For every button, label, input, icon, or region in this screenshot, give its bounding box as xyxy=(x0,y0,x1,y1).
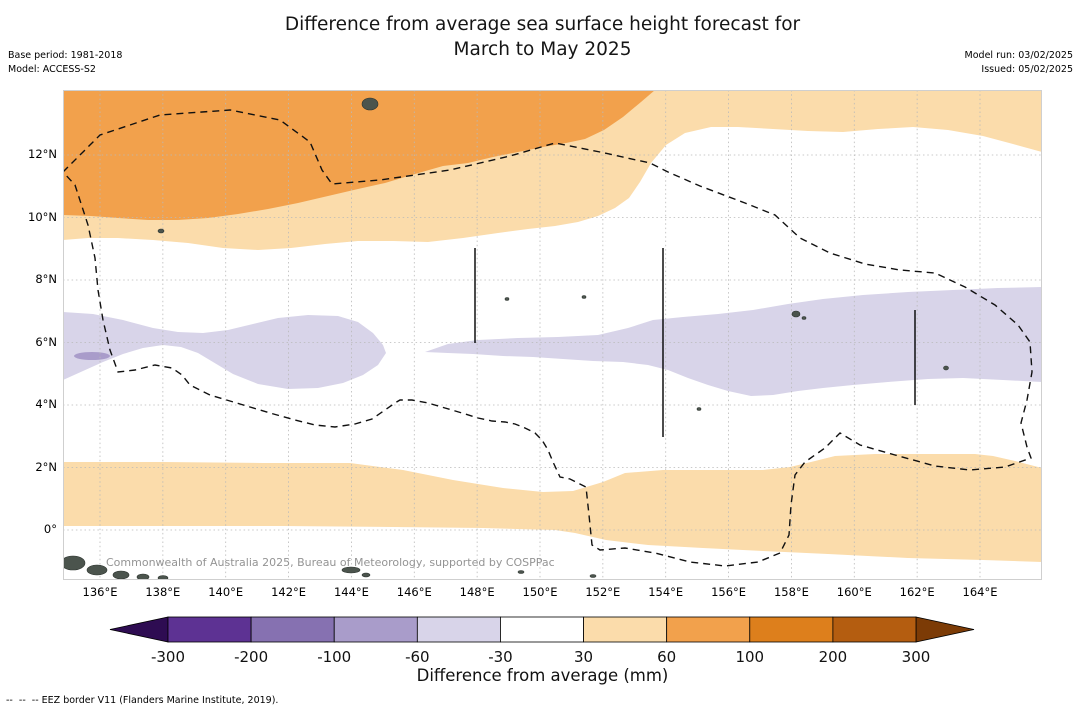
x-tick-label: 158°E xyxy=(773,585,809,599)
eez-border-line xyxy=(63,109,1033,567)
island xyxy=(112,570,130,580)
island xyxy=(136,573,150,580)
island xyxy=(341,566,361,574)
model-info: Base period: 1981-2018 Model: ACCESS-S2 xyxy=(8,49,122,77)
y-tick-label: 10°N xyxy=(28,209,57,224)
page-title-period: March to May 2025 xyxy=(453,39,632,60)
island xyxy=(801,316,807,320)
island xyxy=(581,295,587,299)
island xyxy=(517,570,525,574)
sea-surface-height-map xyxy=(63,90,1042,580)
island xyxy=(63,555,86,571)
colorbar-segment xyxy=(583,616,668,643)
colorbar-segment xyxy=(333,616,418,643)
colorbar-segment xyxy=(832,616,917,643)
island xyxy=(943,365,949,371)
x-tick-label: 162°E xyxy=(899,585,935,599)
base-period-label: Base period: 1981-2018 xyxy=(8,50,123,61)
island xyxy=(696,407,702,411)
x-tick-label: 144°E xyxy=(333,585,369,599)
colorbar-segment xyxy=(250,616,335,643)
x-tick-label: 142°E xyxy=(271,585,307,599)
colorbar-tick-label: -100 xyxy=(317,648,351,666)
island xyxy=(791,310,801,318)
x-tick-label: 136°E xyxy=(82,585,118,599)
ssh-anomaly-minus60-30-west-band xyxy=(63,312,386,389)
copyright-watermark: Commonwealth of Australia 2025, Bureau o… xyxy=(106,556,555,569)
colorbar-tick-label: -200 xyxy=(234,648,268,666)
x-tick-label: 160°E xyxy=(836,585,872,599)
colorbar-segment xyxy=(749,616,834,643)
ssh-anomaly-plus60-100-northwest xyxy=(63,90,655,220)
eez-border-legend: -- -- -- EEZ border V11 (Flanders Marine… xyxy=(6,695,279,706)
colorbar-segment xyxy=(416,616,501,643)
x-tick-label: 138°E xyxy=(145,585,181,599)
colorbar-tick-label: -30 xyxy=(488,648,513,666)
colorbar-tick-label: 30 xyxy=(574,648,593,666)
island xyxy=(589,574,597,578)
colorbar-tick-label: 300 xyxy=(902,648,931,666)
island xyxy=(504,297,510,301)
x-tick-label: 154°E xyxy=(648,585,684,599)
ssh-anomaly-plus30-60-south xyxy=(63,454,1042,562)
model-label: Model: ACCESS-S2 xyxy=(8,64,96,75)
colorbar-segment xyxy=(666,616,751,643)
y-tick-label: 6°N xyxy=(35,334,57,349)
x-tick-label: 164°E xyxy=(962,585,998,599)
x-tick-label: 146°E xyxy=(396,585,432,599)
run-info: Model run: 03/02/2025 Issued: 05/02/2025 xyxy=(965,49,1073,77)
ssh-anomaly-minus60-30-east-band xyxy=(425,287,1042,396)
x-tick-label: 140°E xyxy=(208,585,244,599)
model-run-label: Model run: 03/02/2025 xyxy=(964,50,1073,61)
map-frame xyxy=(63,90,1042,580)
colorbar-segment xyxy=(500,616,584,643)
colorbar-over-arrow xyxy=(915,616,975,643)
y-tick-label: 2°N xyxy=(35,459,57,474)
page-title: Difference from average sea surface heig… xyxy=(284,14,801,35)
y-tick-label: 8°N xyxy=(35,272,57,286)
colorbar-tick-label: 100 xyxy=(735,648,764,666)
x-tick-label: 156°E xyxy=(711,585,747,599)
y-tick-label: 4°N xyxy=(35,397,57,411)
island xyxy=(86,564,108,576)
colorbar-title: Difference from average (mm) xyxy=(416,666,669,685)
colorbar-under-arrow xyxy=(109,616,169,643)
island xyxy=(157,228,165,234)
colorbar-tick-label: 60 xyxy=(657,648,676,666)
x-tick-label: 152°E xyxy=(585,585,621,599)
y-tick-label: 0° xyxy=(43,522,57,536)
island xyxy=(157,575,169,580)
x-tick-label: 148°E xyxy=(459,585,495,599)
x-tick-label: 150°E xyxy=(522,585,558,599)
colorbar-tick-label: 200 xyxy=(819,648,848,666)
colorbar-tick-label: -60 xyxy=(405,648,430,666)
island xyxy=(361,572,371,578)
colorbar-tick-label: -300 xyxy=(151,648,185,666)
y-tick-label: 12°N xyxy=(28,147,57,161)
island xyxy=(361,97,379,111)
colorbar-segment xyxy=(167,616,252,643)
colorbar: -300 -200 -100 -60 -30 30 60 100 200 300 xyxy=(109,616,975,666)
issued-label: Issued: 05/02/2025 xyxy=(981,64,1073,75)
ssh-anomaly-minus100-60-spot xyxy=(74,352,110,360)
